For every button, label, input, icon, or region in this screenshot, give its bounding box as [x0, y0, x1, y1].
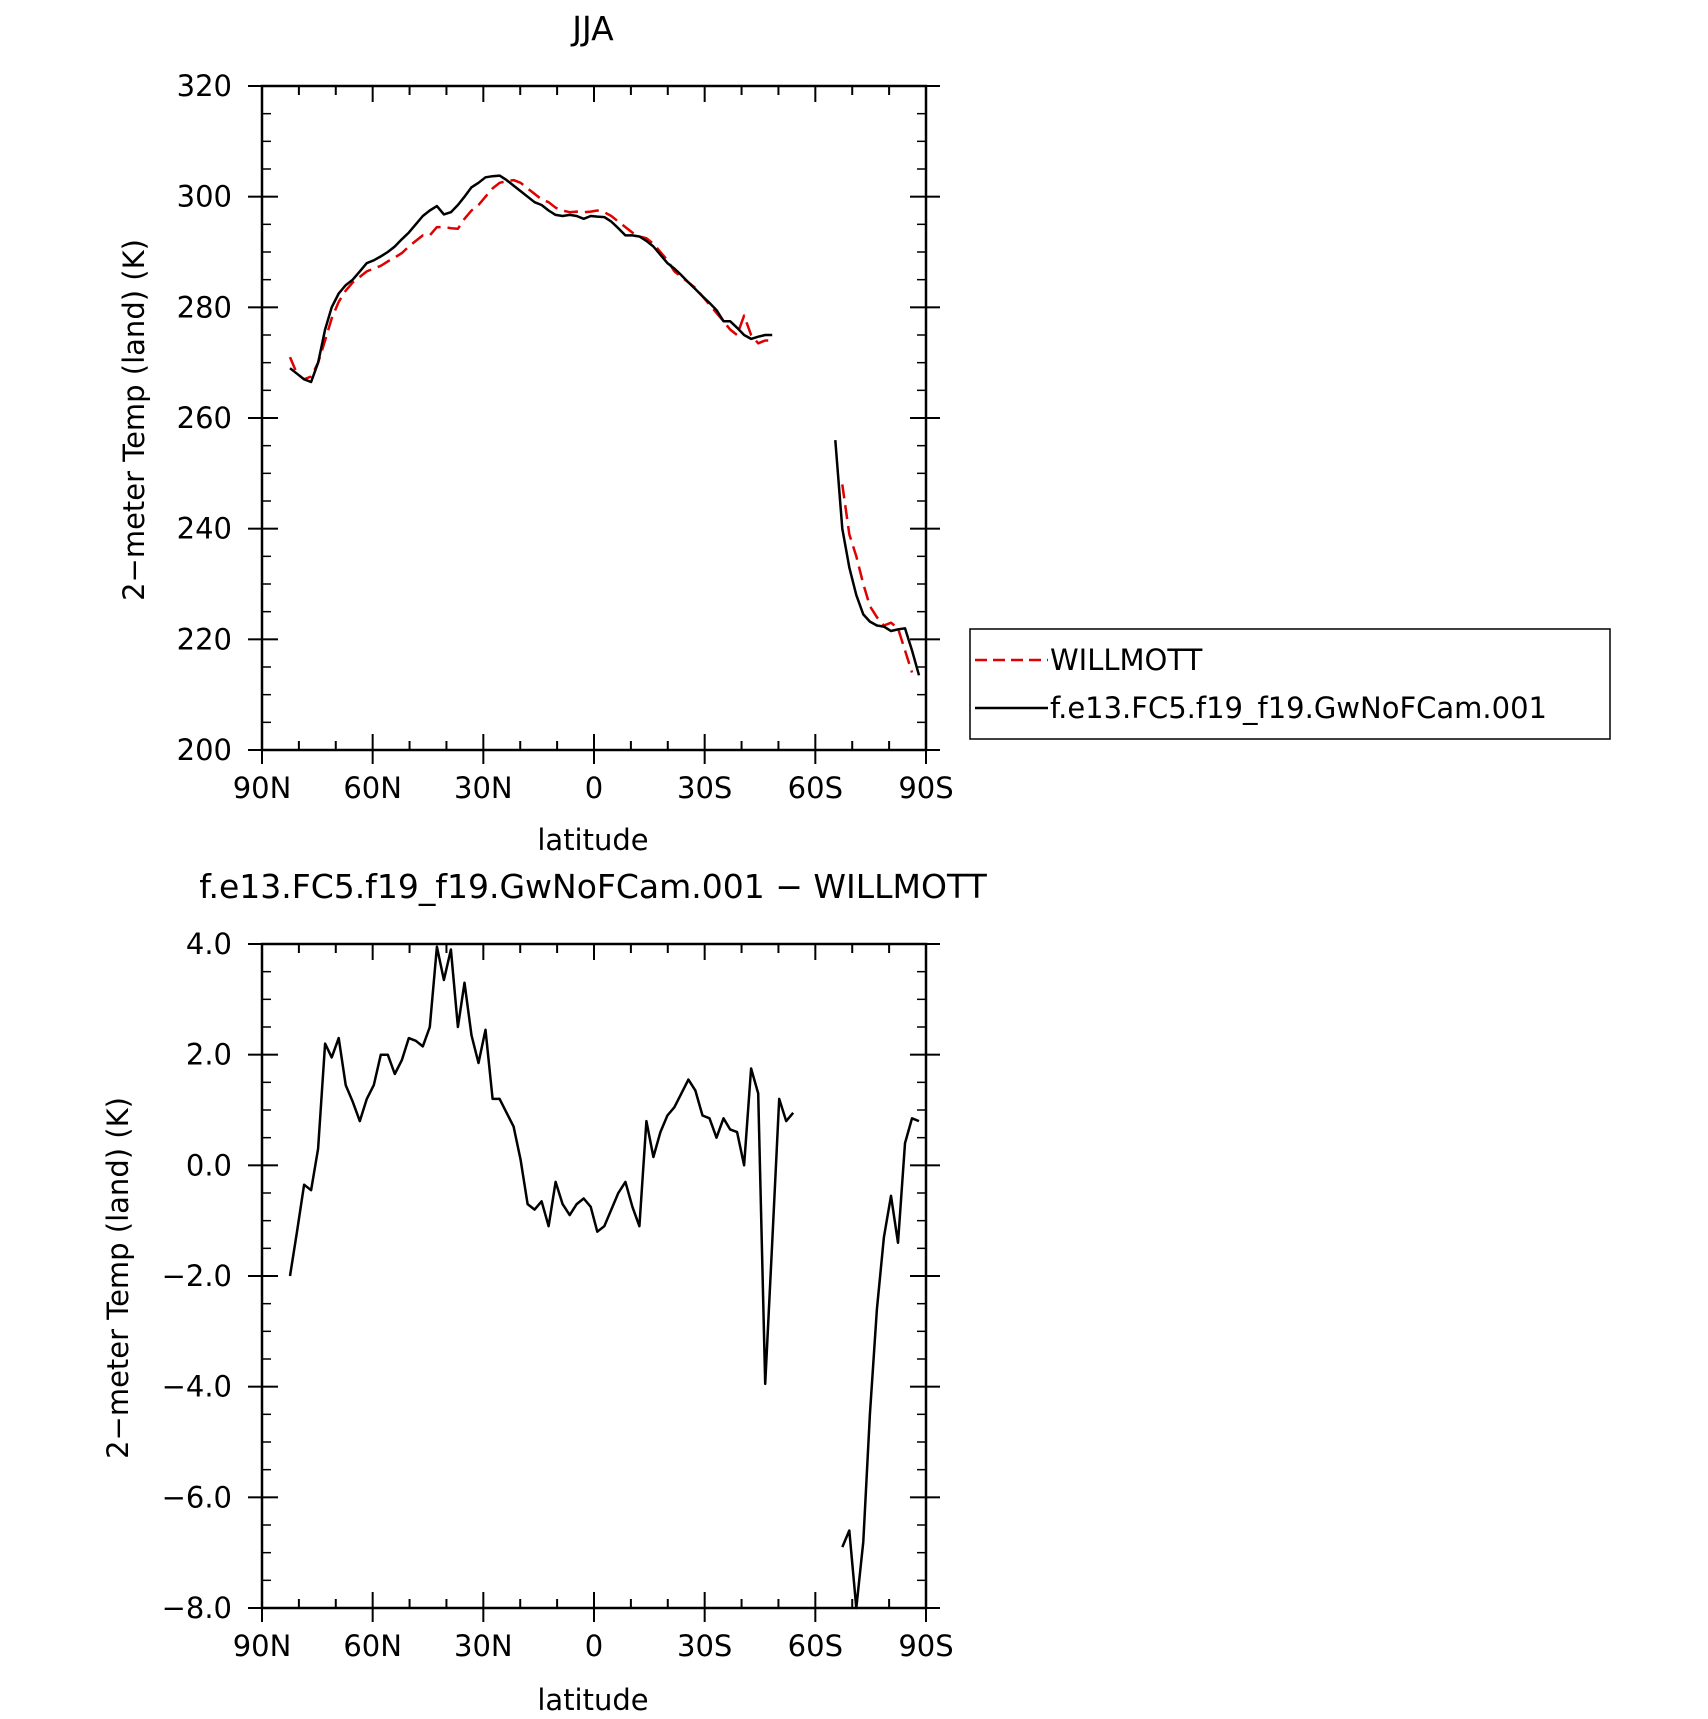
x-tick-label: 0	[585, 771, 603, 805]
y-tick-label: 280	[177, 290, 232, 324]
bottom-panel-lines	[288, 945, 920, 1610]
top-panel-ticks	[248, 85, 940, 764]
bottom-panel: f.e13.FC5.f19_f19.GwNoFCam.001 − WILLMOT…	[101, 867, 988, 1717]
y-tick-label: 240	[177, 512, 232, 546]
top-panel-tick-labels: 90N 60N 30N 0 30S 60S 90S 200 220 240 260 280 300 320	[177, 69, 954, 805]
top-panel-title: JJA	[570, 9, 614, 48]
legend-label-willmott: WILLMOTT	[1050, 643, 1203, 677]
bottom-series-0-segment-1	[841, 1117, 920, 1610]
y-tick-label: −8.0	[162, 1591, 232, 1625]
x-tick-label: 60S	[788, 771, 843, 805]
top-panel-frame	[260, 84, 928, 752]
bottom-panel-ylabel: 2−meter Temp (land) (K)	[101, 1097, 135, 1459]
y-tick-label: 4.0	[186, 927, 232, 961]
top-panel-lines	[288, 174, 921, 676]
y-tick-label: −6.0	[162, 1480, 232, 1514]
x-tick-label: 90N	[233, 771, 292, 805]
x-tick-label: 30S	[677, 771, 732, 805]
top-panel-ylabel: 2−meter Temp (land) (K)	[117, 239, 151, 601]
y-tick-label: −2.0	[162, 1259, 232, 1293]
top-panel: JJA latitude 2−meter Temp (land) (K) 90N…	[117, 9, 1611, 857]
y-tick-label: 300	[177, 180, 232, 214]
top-series-1-segment-1	[834, 440, 921, 676]
bottom-panel-title: f.e13.FC5.f19_f19.GwNoFCam.001 − WILLMOT…	[199, 867, 987, 906]
x-tick-label: 90S	[898, 1629, 953, 1663]
bottom-panel-xlabel: latitude	[537, 1683, 648, 1717]
y-tick-label: 220	[177, 622, 232, 656]
y-tick-label: 200	[177, 733, 232, 767]
y-tick-label: 320	[177, 69, 232, 103]
top-panel-xlabel: latitude	[537, 823, 648, 857]
x-tick-label: 60N	[343, 771, 402, 805]
x-tick-label: 30S	[677, 1629, 732, 1663]
x-tick-label: 0	[585, 1629, 603, 1663]
x-tick-label: 60N	[343, 1629, 402, 1663]
x-tick-label: 30N	[454, 771, 513, 805]
top-series-0-segment-1	[841, 484, 914, 673]
y-tick-label: 2.0	[186, 1038, 232, 1072]
legend-label-model: f.e13.FC5.f19_f19.GwNoFCam.001	[1050, 691, 1547, 725]
bottom-series-0-segment-0	[288, 945, 795, 1386]
legend-box	[969, 628, 1611, 740]
y-tick-label: 0.0	[186, 1148, 232, 1182]
x-tick-label: 90S	[898, 771, 953, 805]
bottom-panel-ticks	[248, 943, 940, 1622]
legend: WILLMOTT f.e13.FC5.f19_f19.GwNoFCam.001	[969, 628, 1611, 740]
y-tick-label: −4.0	[162, 1370, 232, 1404]
x-tick-label: 30N	[454, 1629, 513, 1663]
x-tick-label: 60S	[788, 1629, 843, 1663]
top-series-0-segment-0	[288, 178, 773, 381]
x-tick-label: 90N	[233, 1629, 292, 1663]
bottom-panel-tick-labels: 90N 60N 30N 0 30S 60S 90S −8.0 −6.0 −4.0 −2.0 0.0 2.…	[162, 927, 954, 1663]
top-series-1-segment-0	[289, 174, 773, 384]
y-tick-label: 260	[177, 401, 232, 435]
bottom-panel-frame	[260, 942, 928, 1610]
